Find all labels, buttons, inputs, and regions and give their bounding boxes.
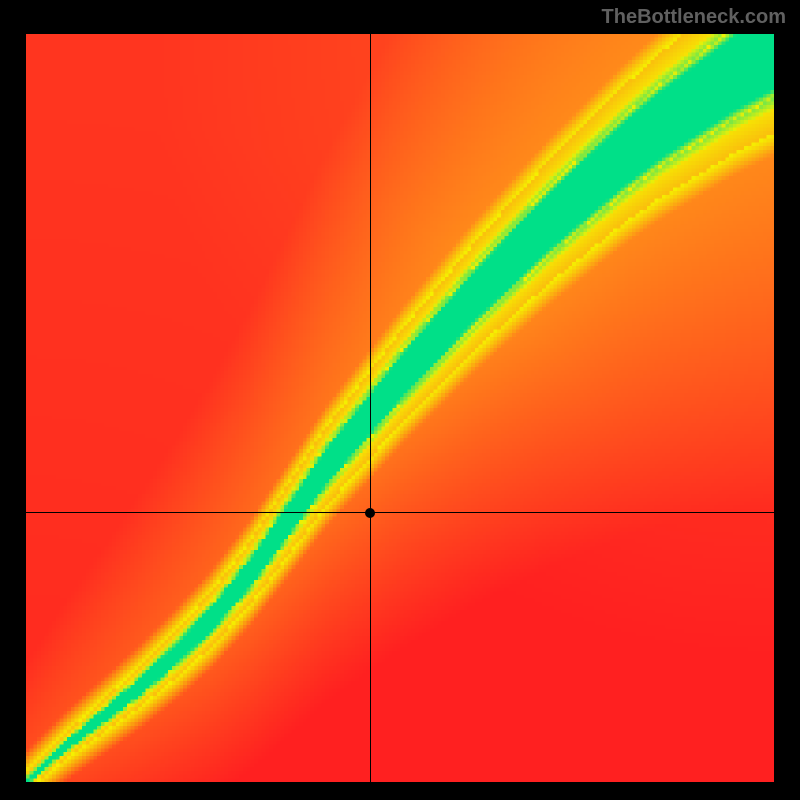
crosshair-horizontal <box>26 512 774 513</box>
crosshair-vertical <box>370 34 371 782</box>
plot-area <box>26 34 774 782</box>
marker-dot <box>365 508 375 518</box>
heatmap-canvas <box>26 34 774 782</box>
watermark-text: TheBottleneck.com <box>602 6 786 29</box>
chart-container: TheBottleneck.com <box>0 0 800 800</box>
